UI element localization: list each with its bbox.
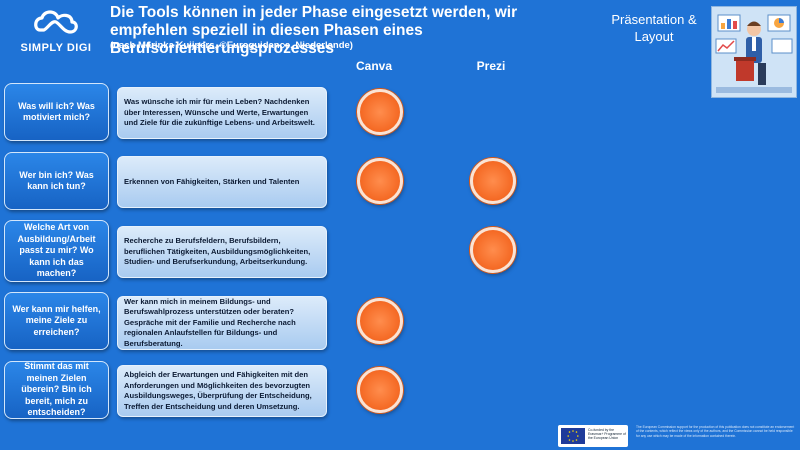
canva-recommended-marker bbox=[357, 158, 403, 204]
prezi-recommended-marker bbox=[470, 158, 516, 204]
eu-funding-logo: Co-funded by the Erasmus+ Programme of t… bbox=[558, 425, 628, 447]
phase-question: Wer bin ich? Was kann ich tun? bbox=[4, 152, 109, 210]
prezi-recommended-marker bbox=[470, 227, 516, 273]
phase-question: Was will ich? Was motiviert mich? bbox=[4, 83, 109, 141]
column-header-prezi: Prezi bbox=[476, 59, 506, 73]
disclaimer-text: The European Commission support for the … bbox=[636, 425, 795, 438]
phase-description: Recherche zu Berufsfeldern, Berufsbilder… bbox=[117, 226, 327, 278]
canva-recommended-marker bbox=[357, 367, 403, 413]
logo-text: SIMPLY DIGI bbox=[20, 42, 92, 54]
section-label: Präsentation & Layout bbox=[611, 12, 697, 44]
eu-flag-icon bbox=[561, 428, 585, 444]
phase-description: Erkennen von Fähigkeiten, Stärken und Ta… bbox=[117, 156, 327, 208]
presentation-illustration bbox=[711, 6, 797, 98]
simply-digi-logo: SIMPLY DIGI bbox=[10, 6, 102, 58]
infinity-cloud-icon bbox=[34, 10, 78, 34]
phase-question: Stimmt das mit meinen Zielen überein? Bi… bbox=[4, 361, 109, 419]
phase-description: Abgleich der Erwartungen und Fähigkeiten… bbox=[117, 365, 327, 417]
page-subtitle: (nach Marinka Kuijpers, ©Euroguidance, N… bbox=[110, 40, 353, 51]
phase-question: Welche Art von Ausbildung/Arbeit passt z… bbox=[4, 220, 109, 282]
canva-recommended-marker bbox=[357, 298, 403, 344]
phase-description: Wer kann mich in meinem Bildungs- und Be… bbox=[117, 296, 327, 350]
eu-logo-text: Co-funded by the Erasmus+ Programme of t… bbox=[588, 428, 626, 440]
phase-question: Wer kann mir helfen, meine Ziele zu erre… bbox=[4, 292, 109, 350]
page-title: Die Tools können in jeder Phase eingeset… bbox=[110, 4, 518, 57]
phase-description: Was wünsche ich mir für mein Leben? Nach… bbox=[117, 87, 327, 139]
column-header-canva: Canva bbox=[355, 59, 393, 73]
canva-recommended-marker bbox=[357, 89, 403, 135]
